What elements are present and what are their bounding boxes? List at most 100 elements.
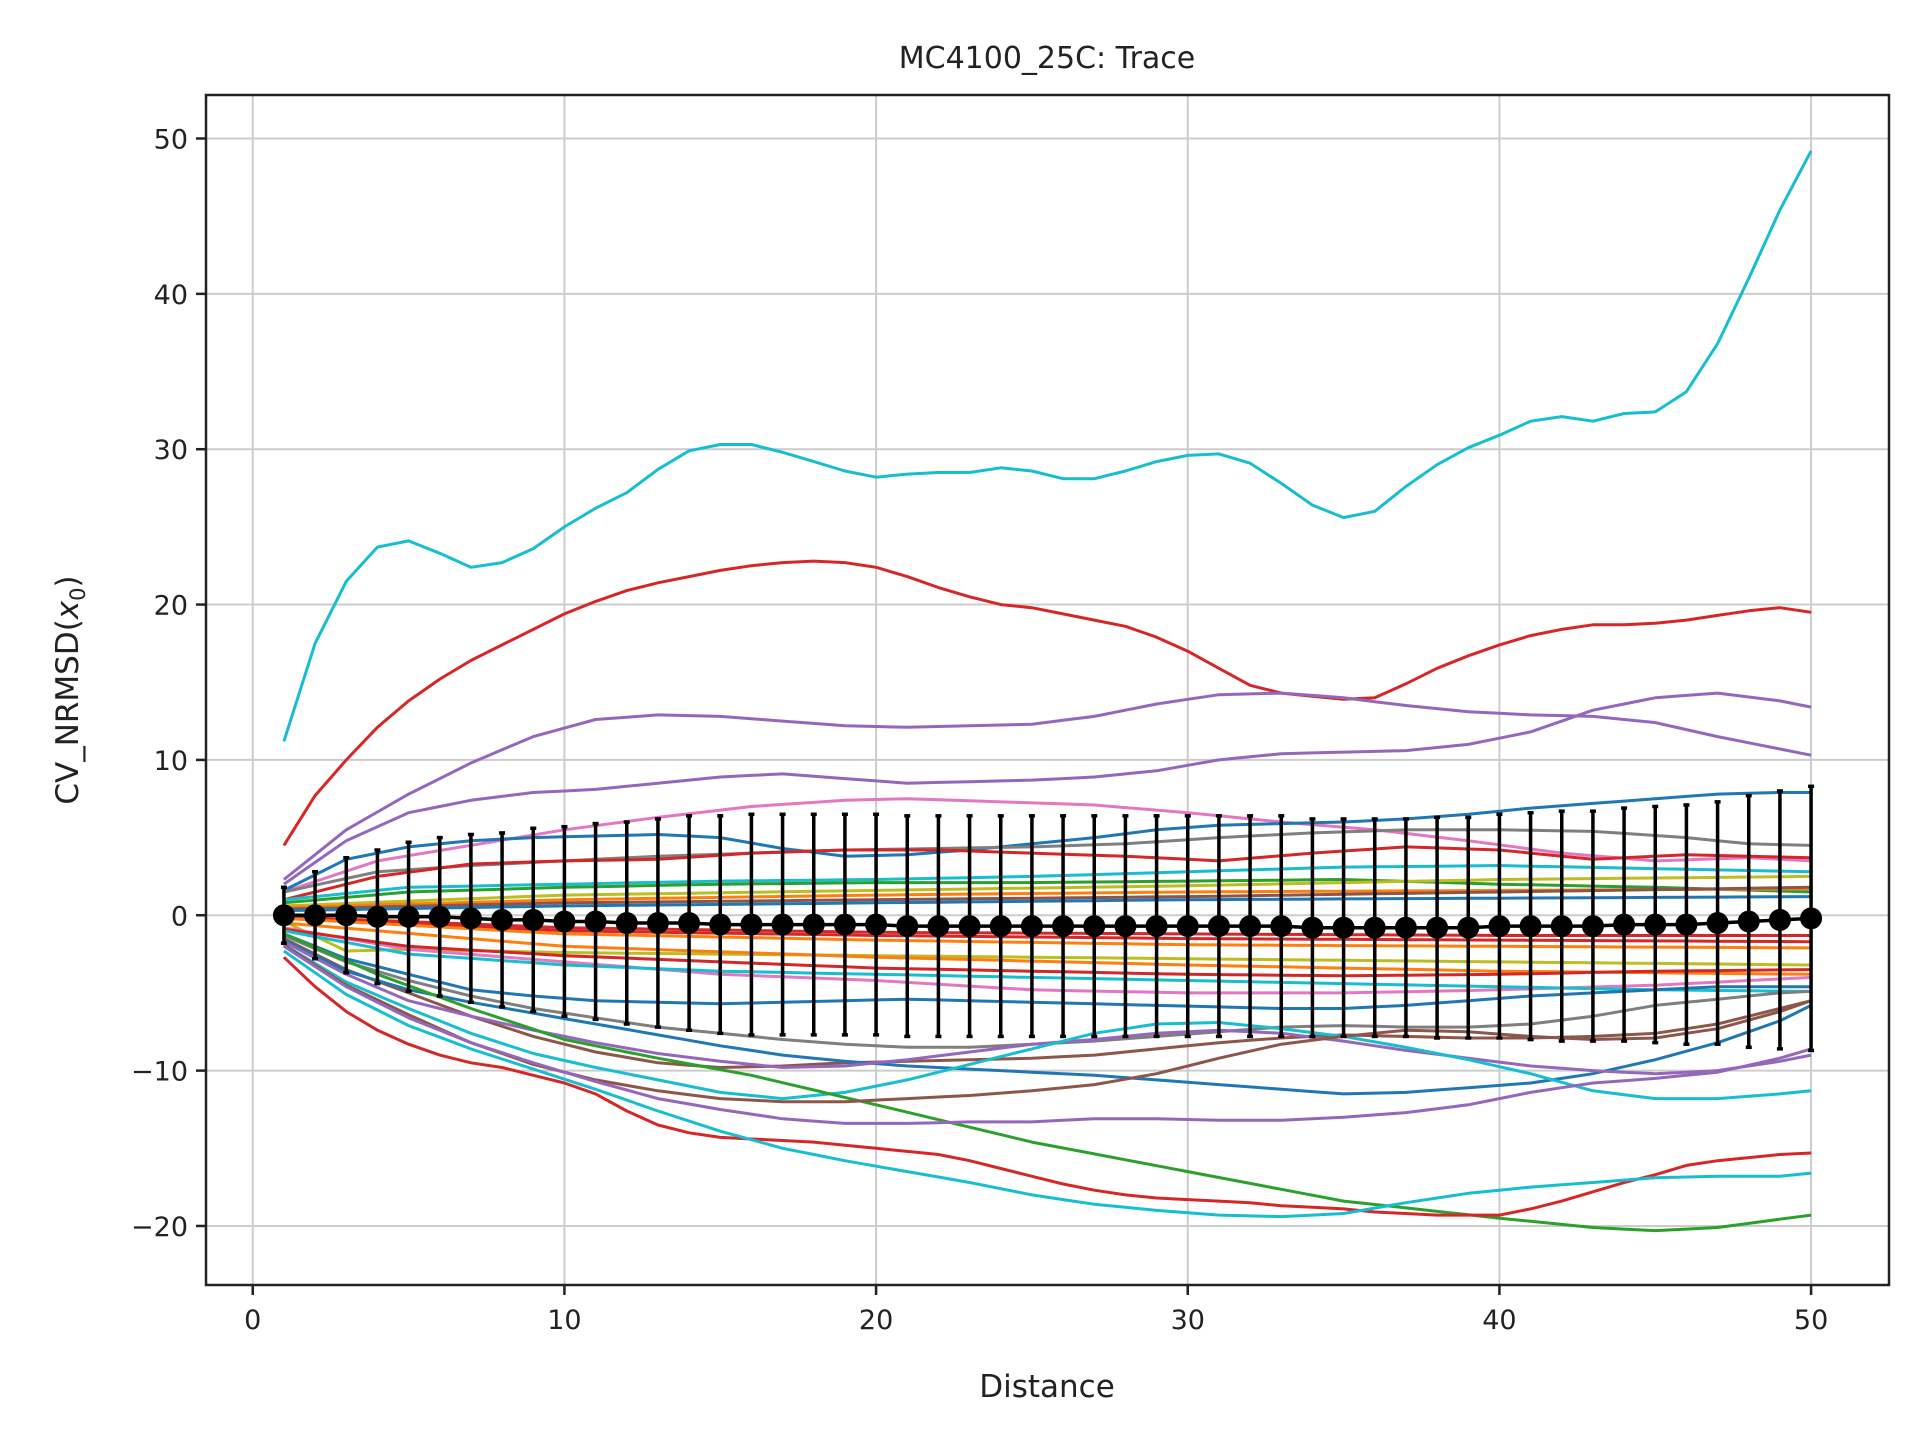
y-axis-label-close: ) xyxy=(50,575,86,587)
series-line-red-mid xyxy=(283,845,1812,902)
x-tick-label: 50 xyxy=(1794,1305,1828,1336)
x-tick-label: 0 xyxy=(244,1305,261,1336)
series-line-blue-down-a xyxy=(283,932,1812,1010)
mean-point xyxy=(927,915,950,938)
mean-point xyxy=(771,913,794,936)
series-line-cyan-top xyxy=(282,150,1813,742)
x-axis: 0 10 20 30 40 50 xyxy=(244,1285,1828,1336)
series-line-cyan-up xyxy=(283,864,1812,902)
mean-point xyxy=(1176,915,1199,938)
series-line-blue-flat xyxy=(283,895,1812,913)
series-line-green-up xyxy=(283,878,1812,905)
mean-point xyxy=(366,905,389,928)
series-line-red-low xyxy=(282,956,1812,1217)
y-tick-label: 0 xyxy=(171,901,188,932)
mean-point xyxy=(459,907,482,930)
mean-point xyxy=(522,908,545,931)
mean-point xyxy=(1270,915,1293,938)
series-line-cyan-down xyxy=(283,929,1812,993)
mean-point xyxy=(709,913,732,936)
series-line-purple-b xyxy=(283,691,1812,886)
y-tick-label: −10 xyxy=(131,1057,188,1088)
y-tick-label: 50 xyxy=(154,124,188,155)
y-tick-label: 10 xyxy=(154,746,188,777)
series-line-cyan-low xyxy=(283,949,1812,1219)
series-line-olive-down xyxy=(283,920,1812,967)
mean-point xyxy=(1207,915,1230,938)
mean-point xyxy=(1675,913,1698,936)
x-tick-label: 30 xyxy=(1171,1305,1205,1336)
mean-point xyxy=(1083,915,1106,938)
mean-point xyxy=(1644,913,1667,936)
series-line-green-down xyxy=(283,932,1812,1233)
series-line-olive-up xyxy=(283,874,1812,908)
series-line-brown-up xyxy=(283,885,1812,911)
mean-point xyxy=(1800,907,1823,930)
mean-point xyxy=(1613,913,1636,936)
mean-point xyxy=(1020,915,1043,938)
mean-point xyxy=(1519,915,1542,938)
series-line-red-down xyxy=(283,927,1812,978)
series-line-purple-low xyxy=(283,945,1812,1125)
x-tick-label: 40 xyxy=(1482,1305,1516,1336)
y-tick-label: 20 xyxy=(154,591,188,622)
mean-point xyxy=(865,913,888,936)
mean-point xyxy=(958,915,981,938)
series-layer xyxy=(282,150,1813,1233)
series-line-orange-band xyxy=(283,916,1812,950)
series-line-red-band-2 xyxy=(283,916,1812,944)
mean-point xyxy=(615,912,638,935)
y-tick-label: −20 xyxy=(131,1212,188,1243)
mean-point xyxy=(272,904,295,927)
mean-point xyxy=(989,915,1012,938)
y-axis-label: CV_NRMSD(x0) xyxy=(50,575,90,804)
mean-point xyxy=(1737,910,1760,933)
mean-point xyxy=(1301,916,1324,939)
series-line-purple-a xyxy=(282,691,1812,881)
mean-point xyxy=(740,913,763,936)
mean-layer xyxy=(272,784,1823,1053)
mean-point xyxy=(428,905,451,928)
mean-point xyxy=(1145,915,1168,938)
mean-point xyxy=(678,912,701,935)
mean-point xyxy=(896,915,919,938)
mean-point xyxy=(553,910,576,933)
y-tick-label: 30 xyxy=(154,435,188,466)
mean-point xyxy=(1488,915,1511,938)
series-line-pink-a xyxy=(283,797,1812,894)
mean-point xyxy=(833,913,856,936)
y-axis-label-sub: 0 xyxy=(66,587,90,600)
mean-point xyxy=(397,905,420,928)
mean-point xyxy=(491,908,514,931)
mean-point xyxy=(304,904,327,927)
mean-point xyxy=(1706,912,1729,935)
mean-point xyxy=(1581,915,1604,938)
series-line-cyan-mid-down xyxy=(283,943,1812,1101)
y-tick-label: 40 xyxy=(154,280,188,311)
series-line-red-high xyxy=(282,559,1812,847)
mean-point xyxy=(1332,916,1355,939)
mean-point xyxy=(1239,915,1262,938)
mean-point xyxy=(335,904,358,927)
x-tick-label: 20 xyxy=(859,1305,893,1336)
mean-point xyxy=(584,910,607,933)
x-axis-label: Distance xyxy=(979,1369,1115,1405)
chart-title: MC4100_25C: Trace xyxy=(899,41,1196,76)
y-axis: −20 −10 0 10 20 30 40 50 xyxy=(131,124,206,1243)
mean-point xyxy=(802,913,825,936)
y-axis-label-main: CV_NRMSD( xyxy=(50,619,86,804)
series-line-blue-down-b xyxy=(283,938,1812,1096)
grid xyxy=(206,95,1889,1285)
x-tick-label: 10 xyxy=(547,1305,581,1336)
series-line-blue-up xyxy=(283,791,1812,892)
mean-point xyxy=(1363,916,1386,939)
mean-point xyxy=(1394,916,1417,939)
mean-point xyxy=(1052,915,1075,938)
mean-point xyxy=(1426,916,1449,939)
mean-point xyxy=(1768,908,1791,931)
mean-point xyxy=(1114,915,1137,938)
plot-frame xyxy=(204,93,1891,1287)
y-axis-label-var: x xyxy=(50,600,86,620)
mean-point xyxy=(646,912,669,935)
